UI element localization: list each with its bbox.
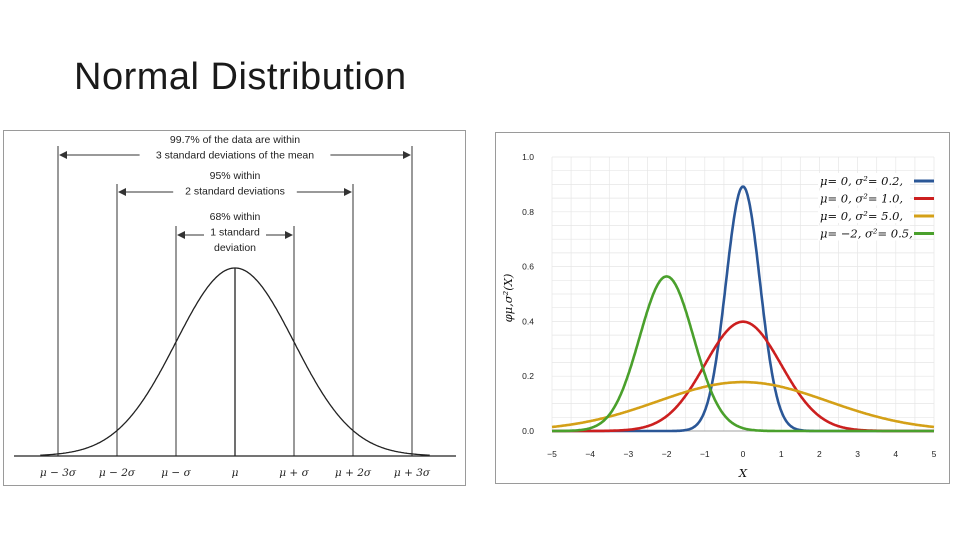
slide-title: Normal Distribution [74,56,407,98]
x-tick-label: 1 [779,449,784,459]
x-tick-label: μ + 2σ [335,467,372,479]
x-axis-label: X [738,466,748,480]
empirical-rule-svg: 99.7% of the data are within 3 standard d… [14,134,456,479]
x-tick-label: −1 [700,449,710,459]
x-tick-label: −4 [585,449,595,459]
annotation-text: 99.7% of the data are within [170,134,300,146]
y-tick-label: 0.6 [522,262,534,272]
y-tick-label: 1.0 [522,152,534,162]
annotation-text: 3 standard deviations of the mean [156,150,314,162]
density-curve [551,380,935,429]
annotation-text: deviation [214,242,256,254]
y-axis-label: φμ,σ²(X) [501,274,515,323]
annotation-text: 2 standard deviations [185,186,285,198]
y-tick-label: 0.8 [522,207,534,217]
x-tick-label: μ + 3σ [394,467,431,479]
legend-label: μ= −2, σ²= 0.5, [820,227,913,241]
annotation-text: 1 standard [210,227,260,239]
x-tick-label: −3 [624,449,634,459]
x-tick-label: 3 [855,449,860,459]
x-tick-label: 5 [932,449,937,459]
normal-densities-chart: 0.0 0.2 0.4 0.6 0.8 1.0 −5 −4 −3 −2 −1 0 1 2 3 4 5 X φμ… [495,132,950,484]
y-tick-label: 0.2 [522,371,534,381]
legend-label: μ= 0, σ²= 1.0, [820,192,903,206]
x-tick-label: 2 [817,449,822,459]
y-tick-label: 0.4 [522,316,534,326]
normal-densities-svg: 0.0 0.2 0.4 0.6 0.8 1.0 −5 −4 −3 −2 −1 0 1 2 3 4 5 X φμ… [501,152,937,480]
x-tick-label: μ [232,467,239,479]
legend-label: μ= 0, σ²= 5.0, [820,209,903,223]
x-tick-label: μ − σ [161,467,191,479]
x-tick-label: μ − 2σ [99,467,136,479]
annotation-text: 95% within [210,170,261,182]
empirical-rule-chart: 99.7% of the data are within 3 standard d… [3,130,466,486]
y-tick-label: 0.0 [522,426,534,436]
x-tick-label: 0 [741,449,746,459]
annotation-text: 68% within [210,211,261,223]
x-tick-label: μ + σ [279,467,309,479]
x-tick-label: μ − 3σ [40,467,77,479]
density-curve [552,275,934,433]
x-tick-label: −5 [547,449,557,459]
x-tick-label: 4 [893,449,898,459]
x-tick-label: −2 [662,449,672,459]
legend-label: μ= 0, σ²= 0.2, [820,174,903,188]
bell-curve [40,267,430,456]
